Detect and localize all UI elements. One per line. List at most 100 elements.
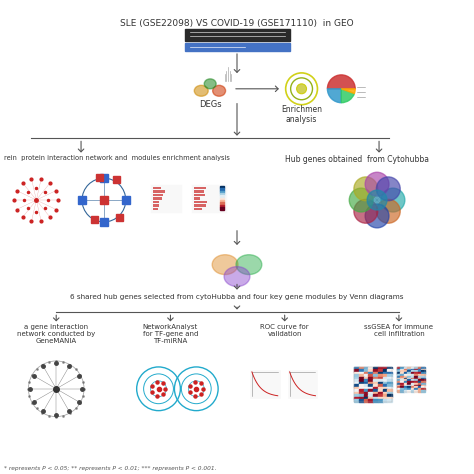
Bar xyxy=(194,191,204,193)
Bar xyxy=(378,397,383,399)
Bar xyxy=(414,386,418,388)
Bar xyxy=(368,389,373,392)
Bar xyxy=(407,386,411,388)
Ellipse shape xyxy=(194,85,208,96)
Bar xyxy=(411,385,414,386)
Bar xyxy=(383,369,387,372)
Bar xyxy=(368,379,373,382)
Bar xyxy=(397,390,401,392)
Bar xyxy=(151,185,182,213)
Bar xyxy=(192,185,227,213)
Bar xyxy=(387,392,392,394)
Bar xyxy=(401,367,404,369)
Bar xyxy=(418,386,421,388)
Bar xyxy=(401,386,404,388)
Bar xyxy=(401,376,404,378)
Bar xyxy=(414,383,418,385)
Bar xyxy=(414,367,418,369)
Bar xyxy=(378,379,383,382)
Bar xyxy=(397,371,401,372)
Bar xyxy=(404,385,407,386)
Bar xyxy=(100,218,108,226)
Bar xyxy=(404,381,407,383)
Bar xyxy=(373,369,378,372)
Bar xyxy=(378,394,383,397)
Bar xyxy=(387,394,392,397)
Bar xyxy=(288,370,318,398)
Ellipse shape xyxy=(213,85,226,96)
Bar xyxy=(404,378,407,379)
Ellipse shape xyxy=(236,255,262,274)
Bar xyxy=(404,379,407,381)
Text: rein  protein interaction network and  modules enrichment analysis: rein protein interaction network and mod… xyxy=(4,155,229,161)
Bar xyxy=(364,389,368,392)
Bar xyxy=(153,208,158,210)
Bar xyxy=(354,369,359,372)
Bar xyxy=(378,387,383,389)
Bar xyxy=(383,377,387,379)
Ellipse shape xyxy=(204,79,216,89)
Bar xyxy=(378,374,383,377)
Bar xyxy=(414,388,418,390)
Bar xyxy=(373,392,378,394)
Bar xyxy=(194,187,206,190)
Bar xyxy=(387,397,392,399)
Bar xyxy=(387,382,392,384)
Bar xyxy=(407,388,411,390)
Bar xyxy=(364,372,368,374)
Bar xyxy=(397,378,401,379)
Bar xyxy=(404,369,407,371)
Bar xyxy=(418,376,421,378)
Bar xyxy=(383,389,387,392)
Bar xyxy=(220,193,224,195)
Bar xyxy=(153,187,161,190)
Text: * represents P < 0.05; ** represents P < 0.01; *** represents P < 0.001.: * represents P < 0.05; ** represents P <… xyxy=(4,466,216,471)
Bar xyxy=(354,399,359,401)
Bar xyxy=(411,386,414,388)
Bar xyxy=(401,388,404,390)
Bar xyxy=(359,394,364,397)
Bar xyxy=(354,382,359,384)
Bar xyxy=(378,372,383,374)
Bar xyxy=(407,372,411,374)
Bar xyxy=(404,390,407,392)
Bar xyxy=(414,381,418,383)
Bar xyxy=(153,194,164,196)
Bar xyxy=(364,382,368,384)
Bar xyxy=(421,378,425,379)
Text: Hub genes obtained  from Cytohubba: Hub genes obtained from Cytohubba xyxy=(285,155,428,164)
Bar xyxy=(397,388,401,390)
Text: Enrichmen
analysis: Enrichmen analysis xyxy=(281,105,322,124)
Bar xyxy=(364,384,368,387)
Text: 6 shared hub genes selected from cytoHubba and four key gene modules by Venn dia: 6 shared hub genes selected from cytoHub… xyxy=(70,294,404,301)
Bar xyxy=(153,191,165,193)
Text: ssGSEA for immune
cell infiltration: ssGSEA for immune cell infiltration xyxy=(365,324,433,337)
Bar xyxy=(368,382,373,384)
Bar xyxy=(418,388,421,390)
Bar xyxy=(401,390,404,392)
Bar xyxy=(383,387,387,389)
Bar xyxy=(220,191,224,193)
Bar xyxy=(404,367,407,369)
Bar xyxy=(359,367,364,369)
Bar xyxy=(359,382,364,384)
Bar xyxy=(373,389,378,392)
Bar xyxy=(122,196,130,204)
Bar xyxy=(404,371,407,372)
Bar xyxy=(414,378,418,379)
Bar xyxy=(397,385,401,386)
Bar xyxy=(359,374,364,377)
Bar xyxy=(411,374,414,376)
Bar xyxy=(401,374,404,376)
Bar xyxy=(364,377,368,379)
Bar xyxy=(373,367,378,369)
Bar xyxy=(414,374,418,376)
Bar xyxy=(373,397,378,399)
Circle shape xyxy=(376,177,400,201)
Bar xyxy=(220,186,224,188)
Bar xyxy=(194,197,201,200)
Bar xyxy=(421,369,425,371)
Bar xyxy=(397,369,401,371)
Bar xyxy=(387,387,392,389)
Bar xyxy=(250,370,280,398)
